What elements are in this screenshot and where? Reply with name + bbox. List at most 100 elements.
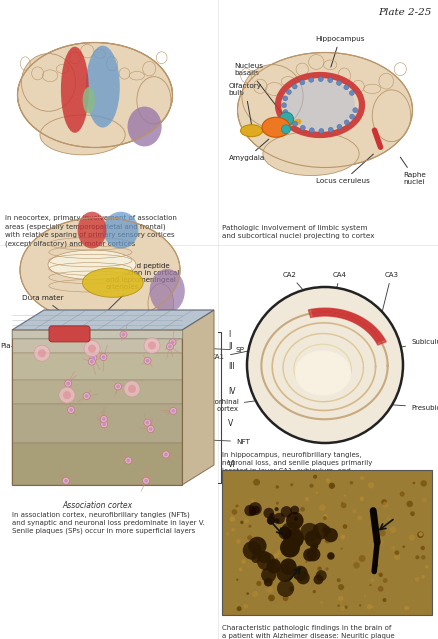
Ellipse shape	[127, 107, 162, 146]
Circle shape	[283, 109, 288, 114]
Ellipse shape	[82, 268, 143, 297]
Circle shape	[69, 408, 73, 412]
Circle shape	[415, 555, 420, 559]
Circle shape	[166, 343, 173, 350]
Ellipse shape	[21, 54, 76, 111]
Text: Hippocampus: Hippocampus	[315, 36, 364, 67]
Text: In neocortex, primary involvement of association
areas (especially temporopariet: In neocortex, primary involvement of ass…	[5, 215, 177, 247]
Circle shape	[280, 558, 297, 575]
Circle shape	[286, 512, 304, 529]
Circle shape	[344, 120, 349, 125]
Circle shape	[267, 516, 276, 525]
Circle shape	[364, 595, 366, 597]
Circle shape	[290, 505, 299, 514]
Circle shape	[293, 121, 298, 127]
Polygon shape	[182, 310, 214, 485]
Circle shape	[324, 528, 338, 543]
Circle shape	[239, 567, 243, 571]
Text: Characteristic pathologic findings in the brain of
a patient with Alzheimer dise: Characteristic pathologic findings in th…	[222, 625, 403, 639]
Circle shape	[281, 522, 300, 541]
Circle shape	[283, 590, 285, 592]
Circle shape	[419, 532, 423, 536]
Circle shape	[309, 77, 314, 82]
Circle shape	[313, 590, 316, 593]
Circle shape	[318, 572, 321, 575]
Circle shape	[92, 356, 95, 360]
Circle shape	[319, 128, 324, 134]
Text: Locus ceruleus: Locus ceruleus	[316, 154, 374, 184]
Circle shape	[341, 502, 346, 508]
Text: V: V	[228, 419, 233, 428]
Circle shape	[387, 517, 390, 520]
Circle shape	[421, 555, 426, 560]
Circle shape	[352, 509, 356, 513]
Circle shape	[329, 482, 335, 489]
Circle shape	[283, 96, 288, 101]
Circle shape	[317, 567, 322, 571]
Circle shape	[276, 565, 294, 582]
Circle shape	[344, 606, 348, 609]
Circle shape	[322, 526, 331, 535]
Circle shape	[284, 543, 294, 553]
Circle shape	[413, 482, 415, 484]
Text: β-Amyloid peptide
deposition in cortical
and leptomeningeal
arterioles: β-Amyloid peptide deposition in cortical…	[89, 263, 179, 329]
Text: Subiculum: Subiculum	[392, 339, 438, 349]
Circle shape	[316, 570, 327, 581]
Polygon shape	[12, 339, 182, 353]
Ellipse shape	[78, 212, 106, 249]
Circle shape	[276, 502, 279, 505]
Circle shape	[248, 537, 267, 555]
Circle shape	[241, 559, 246, 564]
Circle shape	[264, 578, 273, 587]
Circle shape	[390, 527, 396, 533]
Circle shape	[269, 513, 275, 518]
Circle shape	[311, 543, 318, 550]
Circle shape	[251, 499, 254, 502]
Circle shape	[34, 345, 50, 361]
Circle shape	[369, 584, 371, 586]
Circle shape	[305, 530, 321, 547]
Circle shape	[371, 606, 374, 608]
Circle shape	[264, 508, 274, 518]
Circle shape	[172, 409, 175, 413]
Polygon shape	[12, 330, 182, 338]
Circle shape	[417, 532, 424, 538]
Circle shape	[337, 125, 342, 129]
Circle shape	[300, 80, 305, 85]
Circle shape	[350, 481, 353, 484]
Circle shape	[122, 333, 125, 336]
Circle shape	[378, 573, 383, 577]
Ellipse shape	[150, 269, 185, 313]
Circle shape	[290, 569, 294, 573]
Circle shape	[367, 604, 372, 610]
Circle shape	[249, 502, 262, 515]
Circle shape	[379, 530, 386, 536]
Circle shape	[251, 550, 256, 555]
Ellipse shape	[372, 90, 411, 142]
Polygon shape	[12, 404, 182, 443]
Circle shape	[310, 544, 317, 551]
Circle shape	[395, 550, 399, 555]
Circle shape	[247, 592, 249, 595]
Circle shape	[231, 528, 235, 532]
Circle shape	[285, 562, 290, 567]
Polygon shape	[12, 310, 214, 330]
Polygon shape	[12, 330, 182, 339]
Circle shape	[247, 287, 403, 443]
Text: III: III	[228, 362, 235, 371]
Text: SP: SP	[155, 346, 245, 353]
Circle shape	[147, 426, 154, 433]
Circle shape	[100, 353, 107, 360]
Ellipse shape	[103, 212, 138, 249]
Circle shape	[382, 598, 386, 602]
Text: Amygdala: Amygdala	[229, 139, 269, 161]
Circle shape	[266, 558, 281, 574]
Ellipse shape	[237, 52, 413, 167]
Circle shape	[144, 357, 151, 364]
Circle shape	[120, 331, 127, 338]
Circle shape	[394, 553, 400, 560]
Circle shape	[274, 513, 285, 524]
Text: Entorhinal
cortex: Entorhinal cortex	[203, 399, 258, 412]
Circle shape	[282, 103, 286, 108]
Circle shape	[399, 491, 405, 497]
